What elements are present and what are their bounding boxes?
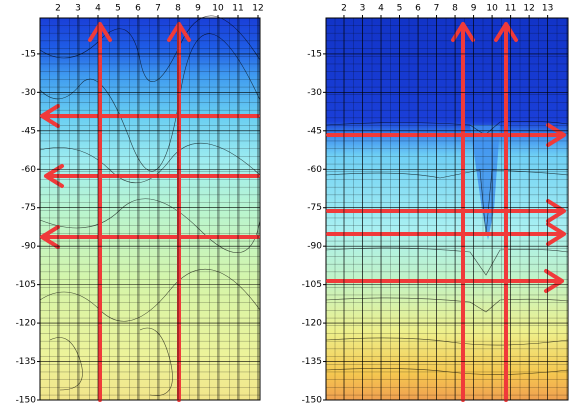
- x-tick-label: 6: [135, 4, 141, 14]
- y-tick-label: -90: [21, 242, 36, 252]
- y-tick-label: -105: [302, 280, 322, 290]
- contour-line: [325, 247, 569, 276]
- y-tick-label: -30: [307, 88, 322, 98]
- x-tick-label: 4: [95, 4, 101, 14]
- x-tick-label: 10: [486, 4, 498, 14]
- y-tick-label: -15: [21, 49, 36, 59]
- x-tick-label: 12: [523, 4, 534, 14]
- arrow: [326, 123, 566, 147]
- y-tick-label: -105: [16, 280, 36, 290]
- contour-line: [325, 368, 569, 375]
- contour-line: [325, 121, 569, 136]
- x-tick-label: 11: [232, 4, 243, 14]
- x-tick-label: 7: [434, 4, 440, 14]
- x-tick-label: 8: [175, 4, 181, 14]
- x-tick-label: 10: [212, 4, 224, 14]
- x-tick-label: 12: [252, 4, 263, 14]
- contour-line: [325, 169, 569, 236]
- contour-line: [325, 337, 569, 346]
- y-tick-label: -45: [307, 126, 322, 136]
- x-tick-label: 3: [360, 4, 366, 14]
- y-tick-label: -75: [21, 203, 36, 213]
- arrow: [326, 269, 564, 293]
- y-tick-label: -120: [16, 319, 37, 329]
- x-tick-label: 5: [397, 4, 403, 14]
- y-tick-label: -45: [21, 126, 36, 136]
- contour-line: [325, 297, 569, 313]
- contour-line: [49, 327, 173, 396]
- y-tick-label: -135: [16, 357, 36, 367]
- arrow: [88, 22, 112, 402]
- x-tick-label: 7: [155, 4, 161, 14]
- x-tick-label: 2: [341, 4, 347, 14]
- y-tick-label: -15: [307, 49, 322, 59]
- y-tick-label: -90: [307, 242, 322, 252]
- y-tick-label: -60: [307, 165, 322, 175]
- arrow: [326, 222, 566, 246]
- y-tick-label: -150: [16, 396, 37, 406]
- contour-line: [39, 15, 261, 82]
- y-tick-label: -135: [302, 357, 322, 367]
- y-tick-label: -30: [21, 88, 36, 98]
- plot-left: 2 3 4 5 6 7 8 9 10 11 12 -15 -30 -45 -60 -75 -90 -105 -120…: [16, 4, 264, 406]
- y-tick-label: -60: [21, 165, 36, 175]
- x-tick-label: 13: [542, 4, 553, 14]
- x-tick-label: 5: [115, 4, 121, 14]
- contour-line: [39, 198, 261, 254]
- x-tick-label: 9: [195, 4, 201, 14]
- x-tick-label: 8: [452, 4, 458, 14]
- arrow: [326, 199, 566, 223]
- minor-grid: [40, 18, 260, 400]
- x-tick-label: 3: [75, 4, 81, 14]
- y-tick-label: -150: [302, 396, 323, 406]
- x-tick-label: 9: [471, 4, 477, 14]
- contour-line: [39, 142, 261, 184]
- y-tick-label: -75: [307, 203, 322, 213]
- contour-line: [39, 33, 261, 172]
- y-tick-label: -120: [302, 319, 323, 329]
- x-tick-label: 11: [505, 4, 516, 14]
- x-tick-label: 6: [415, 4, 421, 14]
- plot-right: 2 3 4 5 6 7 8 9 10 11 12 13 -15 -30 -45 -60 -75 -90 -105 -1…: [302, 4, 569, 406]
- x-tick-label: 4: [378, 4, 384, 14]
- contour-line: [39, 268, 261, 322]
- arrow: [167, 22, 191, 402]
- x-tick-label: 2: [55, 4, 61, 14]
